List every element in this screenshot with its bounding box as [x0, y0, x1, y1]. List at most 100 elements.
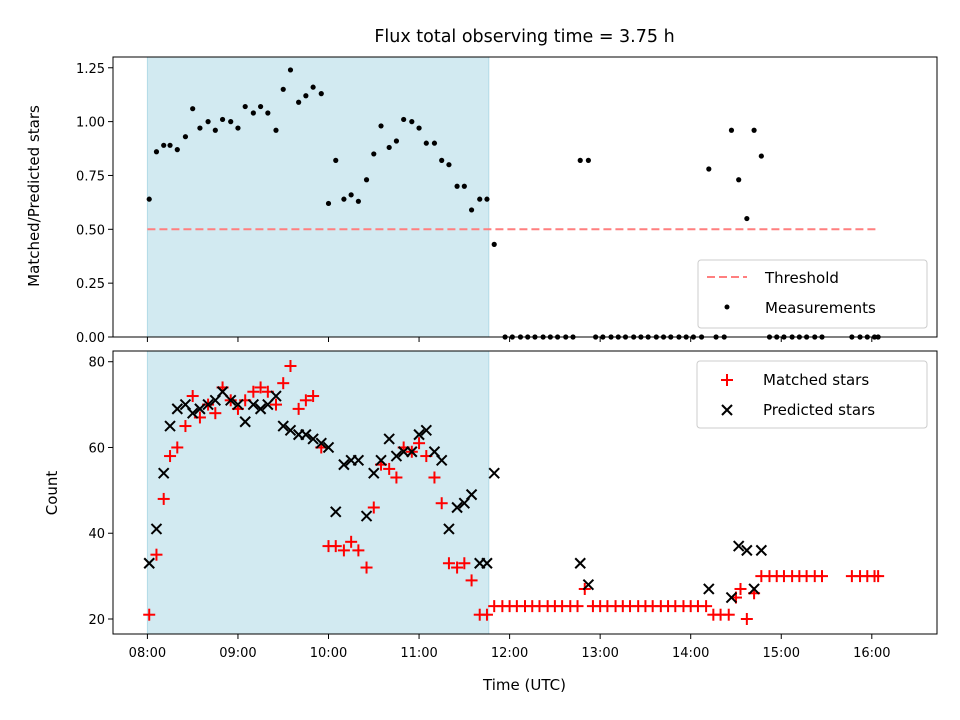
matched-star-point [734, 582, 747, 595]
predicted-star-point [465, 488, 478, 501]
top-legend: Threshold Measurements [697, 259, 928, 329]
predicted-star-point [360, 510, 373, 522]
measurement-point [431, 140, 438, 146]
predicted-star-point [406, 446, 418, 458]
predicted-star-point [284, 424, 297, 437]
measurement-point [363, 177, 370, 183]
matched-star-point [254, 381, 267, 394]
x-tick-label: 14:00 [672, 646, 709, 661]
measurement-point [219, 116, 226, 123]
measurement-point [577, 157, 583, 163]
measurement-point [318, 91, 324, 97]
matched-star-point [345, 535, 358, 548]
measurement-point [205, 119, 211, 125]
measurement-point [439, 157, 445, 163]
top-y-axis-label: Matched/Predicted stars [25, 105, 43, 287]
top-x-ticks [146, 337, 873, 342]
predicted-star-point [451, 501, 463, 514]
predicted-star-point [435, 454, 448, 467]
measurement-point [235, 125, 241, 131]
bottom-y-tick-label: 20 [88, 613, 105, 628]
top-axes-frame [112, 56, 938, 338]
measurement-point [758, 153, 764, 159]
measurement-point [296, 99, 302, 105]
x-tick-label: 16:00 [853, 646, 890, 661]
x-tick-label: 12:00 [491, 646, 528, 661]
predicted-star-point [277, 420, 289, 432]
measurement-point [371, 151, 377, 157]
matched-star-point [428, 471, 441, 484]
measurement-point [280, 86, 286, 92]
matched-star-point [722, 608, 735, 621]
predicted-star-point [748, 583, 760, 595]
predicted-star-point [383, 433, 395, 445]
measurement-point [484, 196, 490, 202]
predicted-star-point [725, 591, 738, 604]
measurement-point [706, 166, 712, 172]
measurement-point [341, 196, 347, 202]
predicted-star-point [330, 506, 342, 518]
predicted-star-point [732, 540, 745, 552]
predicted-star-point [186, 407, 199, 419]
predicted-star-point [254, 403, 267, 415]
predicted-star-point [338, 458, 350, 471]
matched-star-point [360, 561, 373, 574]
measurement-point [197, 125, 203, 131]
matched-star-point [171, 441, 184, 454]
bottom-x-ticks: 08:00 09:00 10:00 11:00 12:00 13:00 14:00 15:00… [129, 634, 891, 661]
measurement-point [265, 110, 271, 116]
predicted-star-point [315, 437, 327, 449]
matched-star-point [150, 548, 163, 561]
legend-measurements-swatch [724, 304, 730, 310]
matched-star-point [157, 492, 170, 505]
measurement-point [728, 127, 735, 133]
legend-threshold-label: Threshold [764, 269, 839, 287]
measurement-point [446, 162, 452, 168]
bottom-legend-box [696, 360, 928, 429]
matched-star-point [816, 570, 829, 583]
predicted-star-point [397, 446, 410, 458]
bottom-observing-window-shade [146, 350, 490, 635]
matched-star-point [284, 360, 297, 373]
x-tick-label: 11:00 [400, 646, 437, 661]
bottom-y-tick-label: 80 [88, 356, 105, 371]
matched-star-point [299, 394, 312, 407]
measurement-point [250, 110, 256, 116]
predicted-star-point [368, 467, 380, 479]
matched-star-point [700, 600, 713, 613]
predicted-star-point [194, 403, 206, 415]
x-tick-label: 10:00 [310, 646, 347, 661]
matched-star-point [442, 557, 455, 570]
x-tick-label: 15:00 [763, 646, 800, 661]
bottom-y-axis-label: Count [43, 471, 61, 516]
predicted-star-point [262, 398, 274, 411]
measurement-point [325, 200, 332, 207]
measurement-point [409, 119, 415, 125]
measurement-point [182, 134, 189, 140]
predicted-star-point [420, 424, 433, 437]
top-panel: 0.00 0.25 0.50 0.75 1.00 1.25 Matched/Predict… [25, 56, 938, 346]
matched-star-point [209, 407, 222, 420]
measurement-point [153, 149, 160, 155]
matched-star-point [352, 544, 365, 557]
measurement-point [161, 142, 167, 148]
measurement-point [333, 157, 339, 163]
measurement-point [355, 198, 361, 204]
predicted-star-point [582, 578, 595, 591]
matched-star-point [186, 390, 199, 403]
legend-matched-label: Matched stars [763, 371, 869, 389]
bottom-predicted-group [143, 386, 768, 604]
predicted-star-point [150, 523, 163, 535]
matched-star-point [413, 437, 426, 450]
matched-star-point [571, 600, 584, 613]
measurement-point [423, 140, 429, 146]
measurement-point [751, 127, 757, 133]
measurement-point [228, 119, 234, 125]
x-tick-label: 09:00 [219, 646, 256, 661]
measurement-point [744, 215, 750, 222]
measurement-point [310, 84, 316, 90]
predicted-star-point [307, 433, 319, 445]
top-y-tick-label: 0.75 [76, 169, 105, 184]
legend-measurements-label: Measurements [765, 299, 876, 317]
predicted-star-point [481, 557, 493, 569]
